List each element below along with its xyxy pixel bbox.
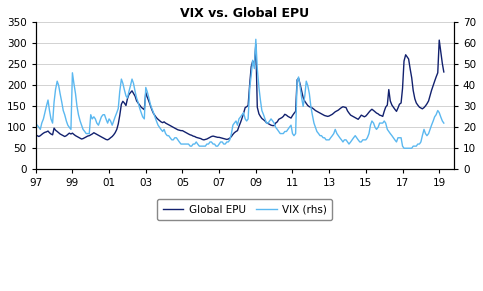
Global EPU [192,135,198,138]
VIX (rhs) [53,88,58,91]
Global EPU [53,128,58,132]
VIX (rhs) [441,121,447,125]
VIX (rhs) [305,84,311,87]
Line: Global EPU: Global EPU [37,40,444,140]
Global EPU [43,130,49,134]
Global EPU [34,134,40,137]
Global EPU [305,104,311,107]
Global EPU [436,38,442,42]
Global EPU [105,138,111,142]
Line: VIX (rhs): VIX (rhs) [37,39,444,148]
VIX (rhs) [43,104,49,108]
VIX (rhs) [253,38,259,41]
Global EPU [441,70,447,74]
VIX (rhs) [384,128,390,131]
Global EPU [384,103,390,107]
VIX (rhs) [401,146,407,150]
Legend: Global EPU, VIX (rhs): Global EPU, VIX (rhs) [157,199,332,220]
Global EPU [117,114,123,117]
VIX (rhs) [190,142,196,146]
VIX (rhs) [34,123,40,127]
Title: VIX vs. Global EPU: VIX vs. Global EPU [180,7,310,20]
VIX (rhs) [115,107,121,110]
